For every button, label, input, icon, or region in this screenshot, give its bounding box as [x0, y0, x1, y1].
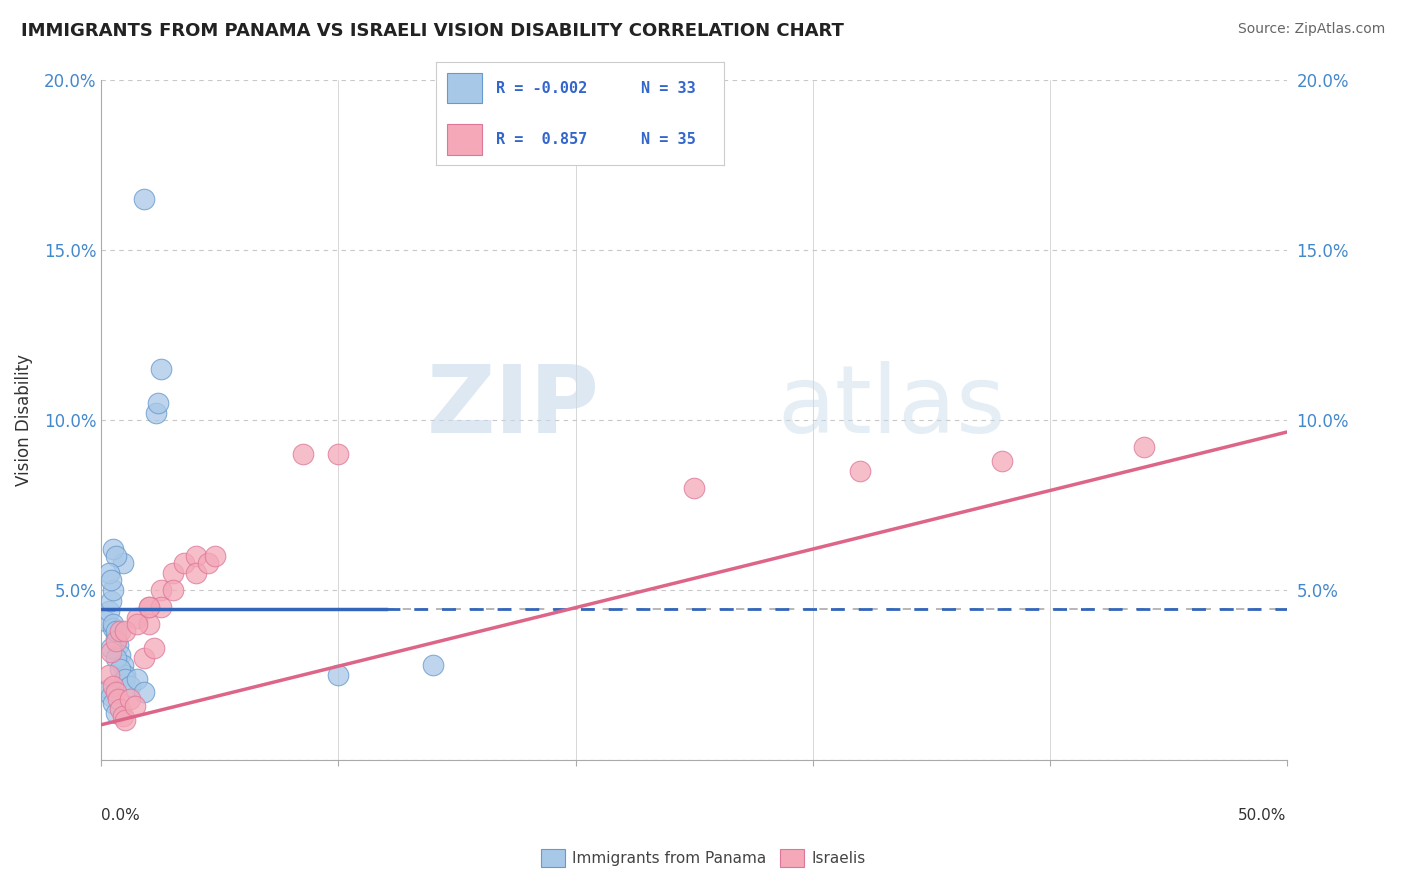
Point — [103, 542, 125, 557]
Y-axis label: Vision Disability: Vision Disability — [15, 354, 32, 486]
Point — [100, 641, 122, 656]
Point — [111, 709, 134, 723]
Point — [118, 679, 141, 693]
Point — [103, 696, 125, 710]
Point — [97, 668, 120, 682]
Point — [107, 638, 129, 652]
Point — [118, 692, 141, 706]
Point — [683, 481, 706, 495]
Text: IMMIGRANTS FROM PANAMA VS ISRAELI VISION DISABILITY CORRELATION CHART: IMMIGRANTS FROM PANAMA VS ISRAELI VISION… — [21, 22, 844, 40]
Point — [149, 583, 172, 598]
Text: 0.0%: 0.0% — [101, 808, 141, 823]
Text: R =  0.857: R = 0.857 — [496, 132, 588, 147]
Point — [149, 362, 172, 376]
Bar — [447, 73, 482, 103]
Point — [125, 617, 148, 632]
Point — [114, 624, 136, 639]
Text: Source: ZipAtlas.com: Source: ZipAtlas.com — [1237, 22, 1385, 37]
Point — [1133, 441, 1156, 455]
Point — [134, 192, 156, 206]
Text: Israelis: Israelis — [811, 851, 866, 865]
Point — [186, 549, 208, 564]
Point — [100, 689, 122, 703]
Text: 50.0%: 50.0% — [1239, 808, 1286, 823]
Bar — [447, 124, 482, 155]
Point — [104, 685, 127, 699]
Text: atlas: atlas — [778, 360, 1005, 452]
Point — [291, 447, 314, 461]
Text: N = 35: N = 35 — [641, 132, 695, 147]
Point — [204, 549, 226, 564]
Point — [97, 604, 120, 618]
Point — [125, 610, 148, 624]
Point — [103, 679, 125, 693]
Point — [422, 658, 444, 673]
Point — [97, 681, 120, 696]
Point — [100, 573, 122, 587]
Point — [110, 648, 132, 662]
Point — [173, 556, 195, 570]
Point — [138, 600, 160, 615]
Text: ZIP: ZIP — [426, 360, 599, 452]
Point — [100, 644, 122, 658]
Point — [138, 600, 160, 615]
Point — [849, 464, 872, 478]
Point — [104, 651, 127, 665]
Point — [991, 454, 1014, 468]
Point — [149, 600, 172, 615]
Point — [110, 661, 132, 675]
Point — [138, 617, 160, 632]
Point — [162, 566, 184, 581]
Point — [111, 658, 134, 673]
Point — [148, 396, 170, 410]
Point — [124, 698, 146, 713]
Point — [328, 447, 350, 461]
Point — [114, 668, 136, 682]
Point — [186, 566, 208, 581]
Point — [110, 702, 132, 716]
Point — [100, 593, 122, 607]
Point — [104, 624, 127, 639]
Text: Immigrants from Panama: Immigrants from Panama — [572, 851, 766, 865]
Point — [103, 621, 125, 635]
Point — [114, 713, 136, 727]
Point — [134, 685, 156, 699]
Point — [103, 583, 125, 598]
Point — [114, 672, 136, 686]
Point — [111, 556, 134, 570]
Point — [104, 706, 127, 720]
Point — [96, 614, 118, 628]
Point — [97, 566, 120, 581]
Text: R = -0.002: R = -0.002 — [496, 80, 588, 95]
Point — [104, 634, 127, 648]
Point — [142, 641, 165, 656]
Point — [145, 406, 167, 420]
Point — [134, 651, 156, 665]
Point — [104, 631, 127, 645]
Point — [104, 549, 127, 564]
Text: N = 33: N = 33 — [641, 80, 695, 95]
Point — [197, 556, 219, 570]
Point — [110, 624, 132, 639]
Point — [125, 672, 148, 686]
Point — [107, 692, 129, 706]
Point — [103, 617, 125, 632]
Point — [328, 668, 350, 682]
Point — [162, 583, 184, 598]
